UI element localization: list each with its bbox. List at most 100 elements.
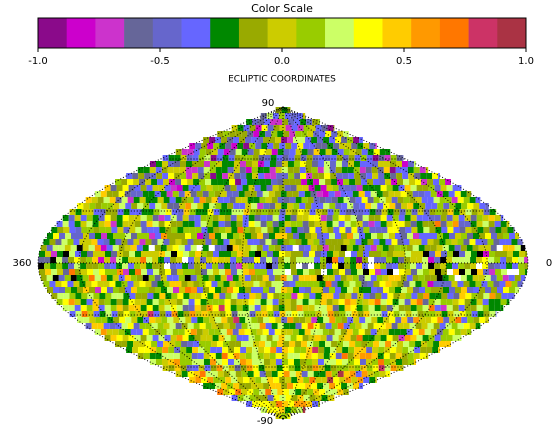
map-cell (425, 167, 429, 173)
map-cell (297, 251, 304, 257)
map-cell (364, 287, 371, 293)
map-cell (350, 263, 357, 269)
color-tick-label: -1.0 (28, 56, 48, 67)
map-cell (117, 251, 124, 257)
map-cell (219, 209, 226, 215)
map-cell (296, 221, 303, 227)
map-cell (105, 269, 112, 275)
map-cell (259, 239, 266, 245)
map-cell (321, 377, 328, 383)
map-cell (158, 305, 165, 311)
map-cell (428, 221, 435, 227)
map-cell (370, 329, 377, 335)
map-cell (306, 155, 313, 161)
map-cell (246, 365, 253, 371)
map-cell (320, 305, 327, 311)
map-cell (191, 203, 198, 209)
map-cell (405, 269, 412, 275)
map-cell (43, 281, 50, 287)
map-cell (513, 251, 520, 257)
map-cell (419, 167, 426, 173)
map-cell (290, 263, 297, 269)
map-cell (117, 227, 124, 233)
map-cell (58, 287, 65, 293)
map-cell (310, 245, 317, 251)
map-cell (395, 167, 402, 173)
map-cell (239, 353, 246, 359)
map-cell (243, 269, 250, 275)
map-cell (103, 239, 110, 245)
map-cell (44, 257, 51, 263)
map-cell (171, 293, 178, 299)
map-cell (271, 341, 278, 347)
map-cell (158, 257, 165, 263)
map-cell (347, 359, 354, 365)
map-cell (182, 263, 189, 269)
map-cell (68, 257, 75, 263)
map-cell (248, 185, 255, 191)
color-swatch (382, 18, 412, 48)
map-cell (295, 131, 302, 137)
map-cell (427, 197, 434, 203)
map-cell (141, 293, 148, 299)
map-cell (139, 323, 146, 329)
map-cell (243, 293, 250, 299)
map-cell (344, 305, 351, 311)
map-cell (300, 347, 307, 353)
map-cell (160, 275, 167, 281)
map-cell (417, 251, 424, 257)
map-cell (349, 239, 356, 245)
map-cell (69, 251, 76, 257)
map-cell (459, 293, 466, 299)
map-cell (211, 149, 218, 155)
map-cell (378, 155, 385, 161)
map-cell (238, 245, 245, 251)
map-cell (455, 203, 462, 209)
map-cell (263, 359, 270, 365)
map-cell (377, 353, 384, 359)
map-cell (225, 269, 232, 275)
map-cell (168, 155, 175, 161)
map-cell (343, 197, 350, 203)
map-cell (163, 239, 170, 245)
map-cell (247, 179, 254, 185)
map-cell (197, 317, 204, 323)
map-cell (440, 299, 447, 305)
map-cell (204, 173, 211, 179)
map-cell (525, 251, 527, 257)
map-cell (350, 335, 357, 341)
map-cell (356, 305, 363, 311)
map-cell (230, 299, 237, 305)
map-cell (265, 149, 272, 155)
map-cell (339, 251, 346, 257)
map-cell (454, 245, 461, 251)
map-cell (427, 323, 434, 329)
map-cell (177, 311, 184, 317)
map-cell (286, 245, 293, 251)
map-cell (326, 299, 333, 305)
map-cell (205, 179, 212, 185)
map-cell (343, 131, 349, 137)
map-cell (249, 377, 256, 383)
map-cell (435, 293, 442, 299)
map-cell (391, 197, 398, 203)
map-cell (375, 143, 377, 149)
map-cell (260, 305, 267, 311)
map-cell (484, 287, 491, 293)
map-cell (142, 287, 149, 293)
map-cell (227, 353, 234, 359)
map-cell (125, 317, 132, 323)
map-cell (110, 305, 117, 311)
map-cell (147, 311, 154, 317)
map-cell (347, 161, 354, 167)
map-cell (506, 257, 513, 263)
map-cell (187, 371, 194, 377)
map-cell (209, 203, 216, 209)
map-cell (291, 269, 298, 275)
map-cell (373, 281, 380, 287)
map-cell (342, 365, 349, 371)
map-cell (394, 287, 401, 293)
map-cell (404, 215, 411, 221)
map-cell (342, 155, 349, 161)
map-cell (367, 239, 374, 245)
